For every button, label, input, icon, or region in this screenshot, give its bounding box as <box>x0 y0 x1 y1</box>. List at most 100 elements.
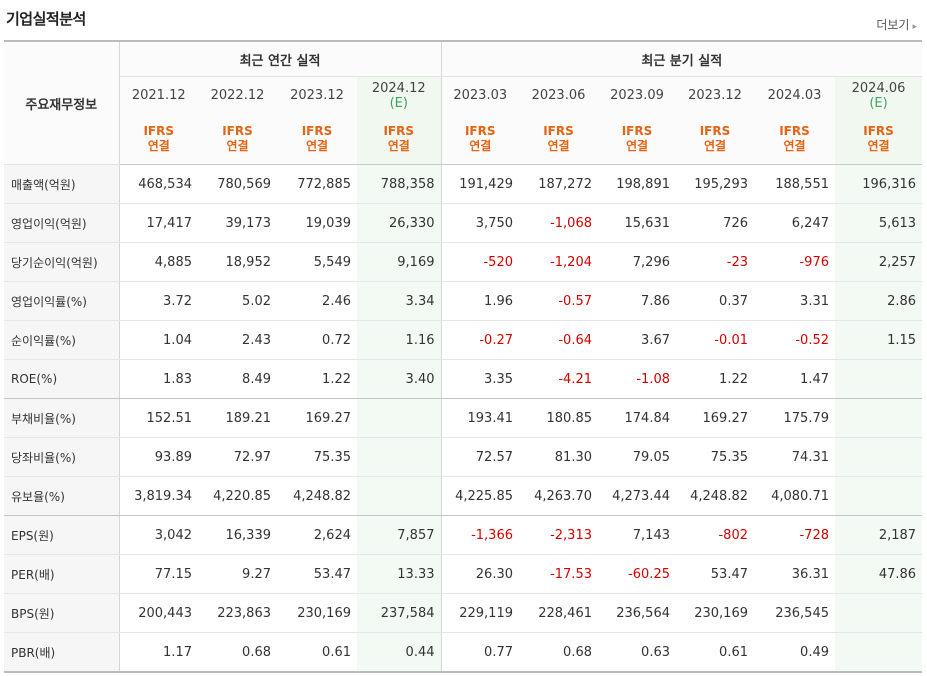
table-cell: 81.30 <box>519 437 598 477</box>
table-cell: 2,624 <box>277 515 357 555</box>
table-cell: 1.17 <box>119 632 198 673</box>
period-header: 2023.12 <box>676 76 754 114</box>
table-cell: 53.47 <box>277 554 357 594</box>
table-cell <box>835 476 923 516</box>
standard-ifrs: IFRS <box>779 124 810 138</box>
period-header: 2024.06 (E) <box>835 76 923 114</box>
table-cell: 1.96 <box>441 281 519 321</box>
table-cell: 188,551 <box>754 164 835 204</box>
more-link[interactable]: 더보기 ▸ <box>876 16 917 33</box>
period-header: 2023.03 <box>441 76 519 114</box>
standard-ifrs: IFRS <box>383 124 415 138</box>
table-cell: 189.21 <box>198 398 277 438</box>
table-cell: 187,272 <box>519 164 598 204</box>
standard-consolidated: 연결 <box>469 139 492 153</box>
table-row: ROE(%) 1.83 8.49 1.22 3.40 3.35 -4.21 -1.08 1.22… <box>4 359 923 399</box>
period-header: 2024.03 <box>754 76 835 114</box>
table-cell: 6,247 <box>754 203 835 243</box>
table-cell: 468,534 <box>119 164 198 204</box>
table-cell: 2.43 <box>198 320 277 360</box>
table-cell: -0.57 <box>519 281 598 321</box>
row-label: 유보율(%) <box>4 476 120 516</box>
table-row: 당좌비율(%) 93.89 72.97 75.35 72.57 81.30 79.05 75.… <box>4 437 923 477</box>
table-cell: 236,564 <box>598 593 676 633</box>
standard-ifrs: IFRS <box>621 124 653 138</box>
row-label: PBR(배) <box>4 632 120 673</box>
table-cell: 1.16 <box>357 320 442 360</box>
standard-consolidated: 연결 <box>783 139 806 153</box>
table-cell: -520 <box>441 242 519 282</box>
table-cell: 0.68 <box>519 632 598 673</box>
accounting-standard: IFRS 연결 <box>676 114 754 165</box>
table-cell: -1,204 <box>519 242 598 282</box>
table-cell: 47.86 <box>835 554 923 594</box>
table-cell: 4,248.82 <box>676 476 754 516</box>
table-row: 매출액(억원) 468,534 780,569 772,885 788,358 191,4… <box>4 164 923 204</box>
table-cell: 72.97 <box>198 437 277 477</box>
table-cell: 1.22 <box>676 359 754 399</box>
row-label: 부채비율(%) <box>4 398 120 438</box>
table-cell: 7,143 <box>598 515 676 555</box>
standard-consolidated: 연결 <box>387 139 410 153</box>
table-cell: 7,857 <box>357 515 442 555</box>
period-date: 2023.09 <box>610 88 664 103</box>
standard-consolidated: 연결 <box>305 139 329 153</box>
table-cell: 152.51 <box>119 398 198 438</box>
table-cell: 4,263.70 <box>519 476 598 516</box>
table-cell: 3.67 <box>598 320 676 360</box>
table-cell: 5,613 <box>835 203 923 243</box>
table-cell: 2,187 <box>835 515 923 555</box>
period-date: 2023.06 <box>531 88 586 103</box>
table-cell: 2.86 <box>835 281 923 321</box>
table-cell: 180.85 <box>519 398 598 438</box>
table-cell: 3.72 <box>119 281 198 321</box>
table-cell: 1.83 <box>119 359 198 399</box>
period-header: 2024.12 (E) <box>357 76 442 114</box>
table-cell: 3,042 <box>119 515 198 555</box>
table-cell: 1.04 <box>119 320 198 360</box>
table-cell: -23 <box>676 242 754 282</box>
table-row: PER(배) 77.15 9.27 53.47 13.33 26.30 -17.53 -60.… <box>4 554 923 594</box>
table-cell: 0.72 <box>277 320 357 360</box>
standard-consolidated: 연결 <box>547 139 570 153</box>
table-cell: 3.40 <box>357 359 442 399</box>
standard-ifrs: IFRS <box>143 124 175 138</box>
table-cell: -1,068 <box>519 203 598 243</box>
table-cell: 15,631 <box>598 203 676 243</box>
table-cell: 4,248.82 <box>277 476 357 516</box>
accounting-standard: IFRS 연결 <box>835 114 923 165</box>
row-label: EPS(원) <box>4 515 120 555</box>
table-cell: 26,330 <box>357 203 442 243</box>
table-cell: -0.64 <box>519 320 598 360</box>
section-title: 기업실적분석 <box>6 10 86 28</box>
table-cell: 1.15 <box>835 320 923 360</box>
accounting-standard: IFRS 연결 <box>119 114 198 165</box>
table-cell: -0.27 <box>441 320 519 360</box>
table-cell: 3,819.34 <box>119 476 198 516</box>
table-cell: 39,173 <box>198 203 277 243</box>
table-cell: 4,220.85 <box>198 476 277 516</box>
table-cell: 4,225.85 <box>441 476 519 516</box>
period-date: 2023.03 <box>453 88 508 103</box>
financial-table: 주요재무정보 최근 연간 실적 최근 분기 실적 2021.12 2022.12 2… <box>4 40 923 673</box>
table-cell: -0.52 <box>754 320 835 360</box>
table-cell: 13.33 <box>357 554 442 594</box>
table-row: PBR(배) 1.17 0.68 0.61 0.44 0.77 0.68 0.63 0.61 0.… <box>4 632 923 673</box>
table-cell: 169.27 <box>277 398 357 438</box>
standard-ifrs: IFRS <box>699 124 731 138</box>
table-row: BPS(원) 200,443 223,863 230,169 237,584 229,11… <box>4 593 923 633</box>
table-cell: 193.41 <box>441 398 519 438</box>
table-cell: 2.46 <box>277 281 357 321</box>
table-cell: 53.47 <box>676 554 754 594</box>
quarter-group-header: 최근 분기 실적 <box>441 40 923 77</box>
table-cell: 79.05 <box>598 437 676 477</box>
table-cell: 3,750 <box>441 203 519 243</box>
table-cell: 788,358 <box>357 164 442 204</box>
table-cell: 228,461 <box>519 593 598 633</box>
row-label: 당좌비율(%) <box>4 437 120 477</box>
row-label: 매출액(억원) <box>4 164 120 204</box>
annual-group-header: 최근 연간 실적 <box>119 40 442 77</box>
standard-ifrs: IFRS <box>222 124 253 138</box>
accounting-standard: IFRS 연결 <box>357 114 442 165</box>
table-cell: -1.08 <box>598 359 676 399</box>
